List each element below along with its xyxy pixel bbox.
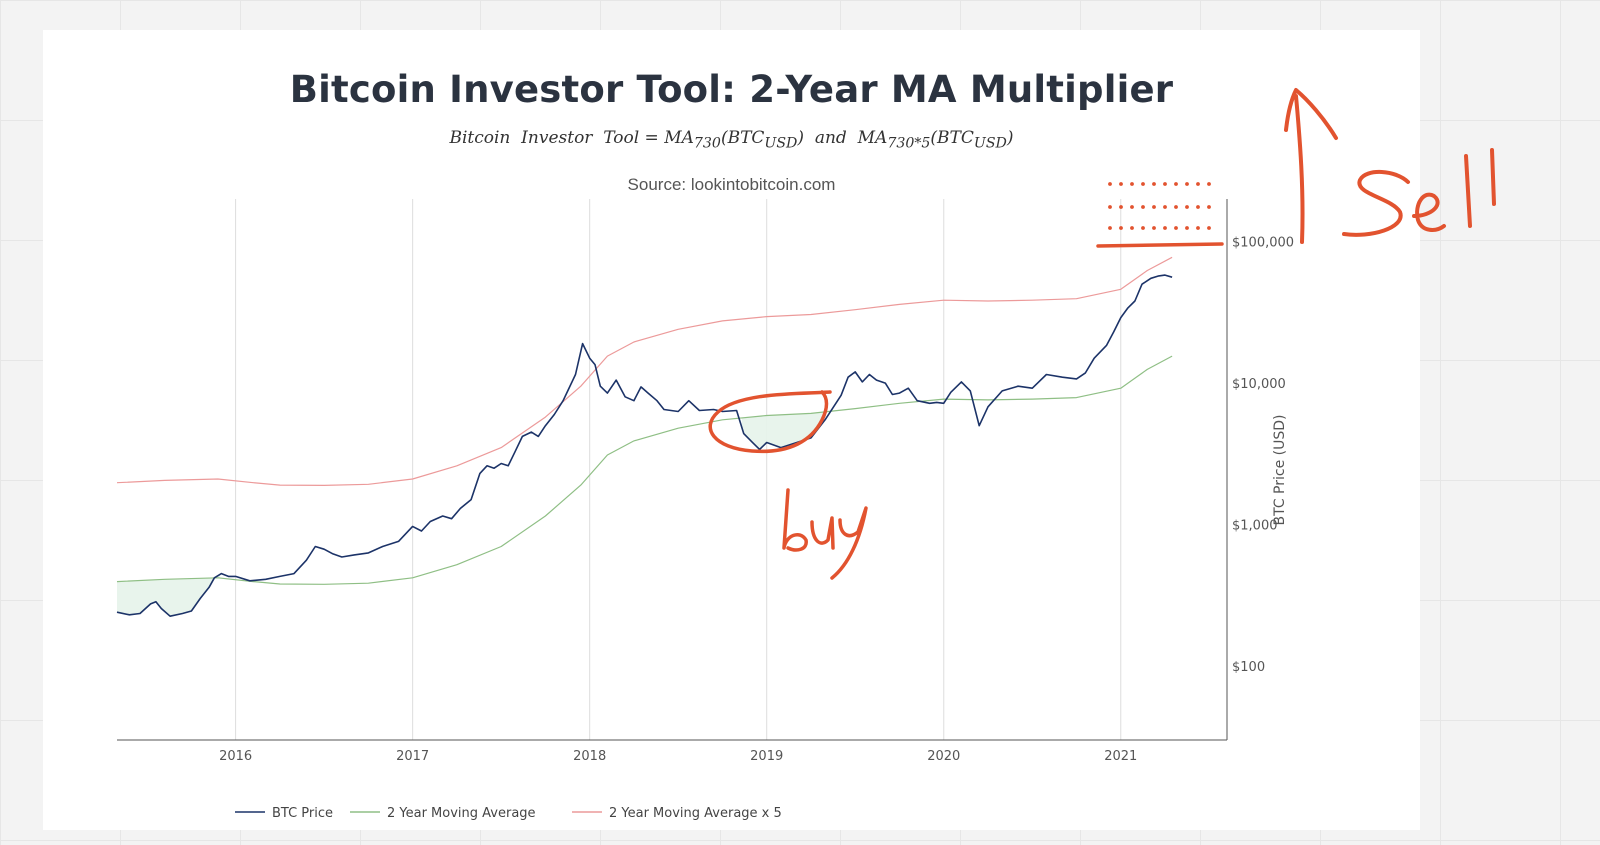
annotation-dot <box>1119 182 1123 186</box>
annotation-dot <box>1207 205 1211 209</box>
chart-card: Bitcoin Investor Tool: 2-Year MA Multipl… <box>43 30 1420 830</box>
chart-formula: Bitcoin Investor Tool = MA730(BTCUSD) an… <box>449 128 1014 152</box>
x-ticks: 2016 2017 2018 2019 2020 2021 <box>219 749 1137 764</box>
y-tick-label: $10,000 <box>1232 377 1286 392</box>
fill-2015-below-ma <box>117 574 220 616</box>
buy-text-annotation <box>782 488 868 580</box>
annotation-dot <box>1130 205 1134 209</box>
annotation-dot <box>1174 205 1178 209</box>
annotation-dot <box>1163 205 1167 209</box>
annotation-dot <box>1196 205 1200 209</box>
y-axis-title: BTC Price (USD) <box>1272 414 1288 525</box>
x-tick-label: 2018 <box>573 749 606 764</box>
y-ticks: $100 $1,000 $10,000 $100,000 <box>1232 236 1294 675</box>
sell-threshold-line-annotation <box>1096 242 1224 248</box>
annotation-dot <box>1185 182 1189 186</box>
series-lines <box>116 256 1173 617</box>
up-arrow-annotation <box>1284 88 1338 244</box>
annotation-dot <box>1119 205 1123 209</box>
legend-label: 2 Year Moving Average x 5 <box>609 806 782 821</box>
x-tick-label: 2016 <box>219 749 252 764</box>
annotation-dot <box>1108 205 1112 209</box>
chart-source: Source: lookintobitcoin.com <box>627 175 836 194</box>
y-tick-label: $100,000 <box>1232 236 1294 251</box>
resistance-dot-annotation <box>1108 182 1211 230</box>
series-line-1 <box>116 355 1173 585</box>
annotation-dot <box>1174 182 1178 186</box>
annotation-dot <box>1130 226 1134 230</box>
annotation-dot <box>1141 205 1145 209</box>
x-tick-label: 2021 <box>1104 749 1137 764</box>
annotation-dot <box>1196 182 1200 186</box>
annotation-dot <box>1141 182 1145 186</box>
legend: BTC Price 2 Year Moving Average 2 Year Mov… <box>235 806 782 821</box>
legend-label: 2 Year Moving Average <box>387 806 536 821</box>
annotation-dot <box>1141 226 1145 230</box>
series-line-0 <box>116 274 1173 617</box>
annotation-dot <box>1108 182 1112 186</box>
annotation-dot <box>1163 226 1167 230</box>
chart-title: Bitcoin Investor Tool: 2-Year MA Multipl… <box>289 68 1174 111</box>
annotation-dot <box>1130 182 1134 186</box>
series-line-2 <box>116 256 1173 486</box>
x-tick-label: 2017 <box>396 749 429 764</box>
annotation-dot <box>1196 226 1200 230</box>
fill-2019-below-ma <box>741 411 826 449</box>
sell-text-annotation <box>1342 148 1496 237</box>
annotation-dot <box>1174 226 1178 230</box>
annotation-dot <box>1163 182 1167 186</box>
annotation-dot <box>1119 226 1123 230</box>
buy-circle-annotation <box>708 390 832 454</box>
y-tick-label: $1,000 <box>1232 519 1278 534</box>
annotation-dot <box>1152 226 1156 230</box>
legend-label: BTC Price <box>272 806 333 821</box>
annotation-dot <box>1207 182 1211 186</box>
x-tick-label: 2019 <box>750 749 783 764</box>
annotation-dot <box>1185 226 1189 230</box>
annotation-dot <box>1152 205 1156 209</box>
annotation-dot <box>1108 226 1112 230</box>
y-tick-label: $100 <box>1232 660 1265 675</box>
x-tick-label: 2020 <box>927 749 960 764</box>
annotation-dot <box>1207 226 1211 230</box>
annotation-dot <box>1185 205 1189 209</box>
annotation-dot <box>1152 182 1156 186</box>
axes <box>117 199 1228 741</box>
annotations <box>708 88 1496 580</box>
vertical-gridlines <box>235 199 1122 740</box>
